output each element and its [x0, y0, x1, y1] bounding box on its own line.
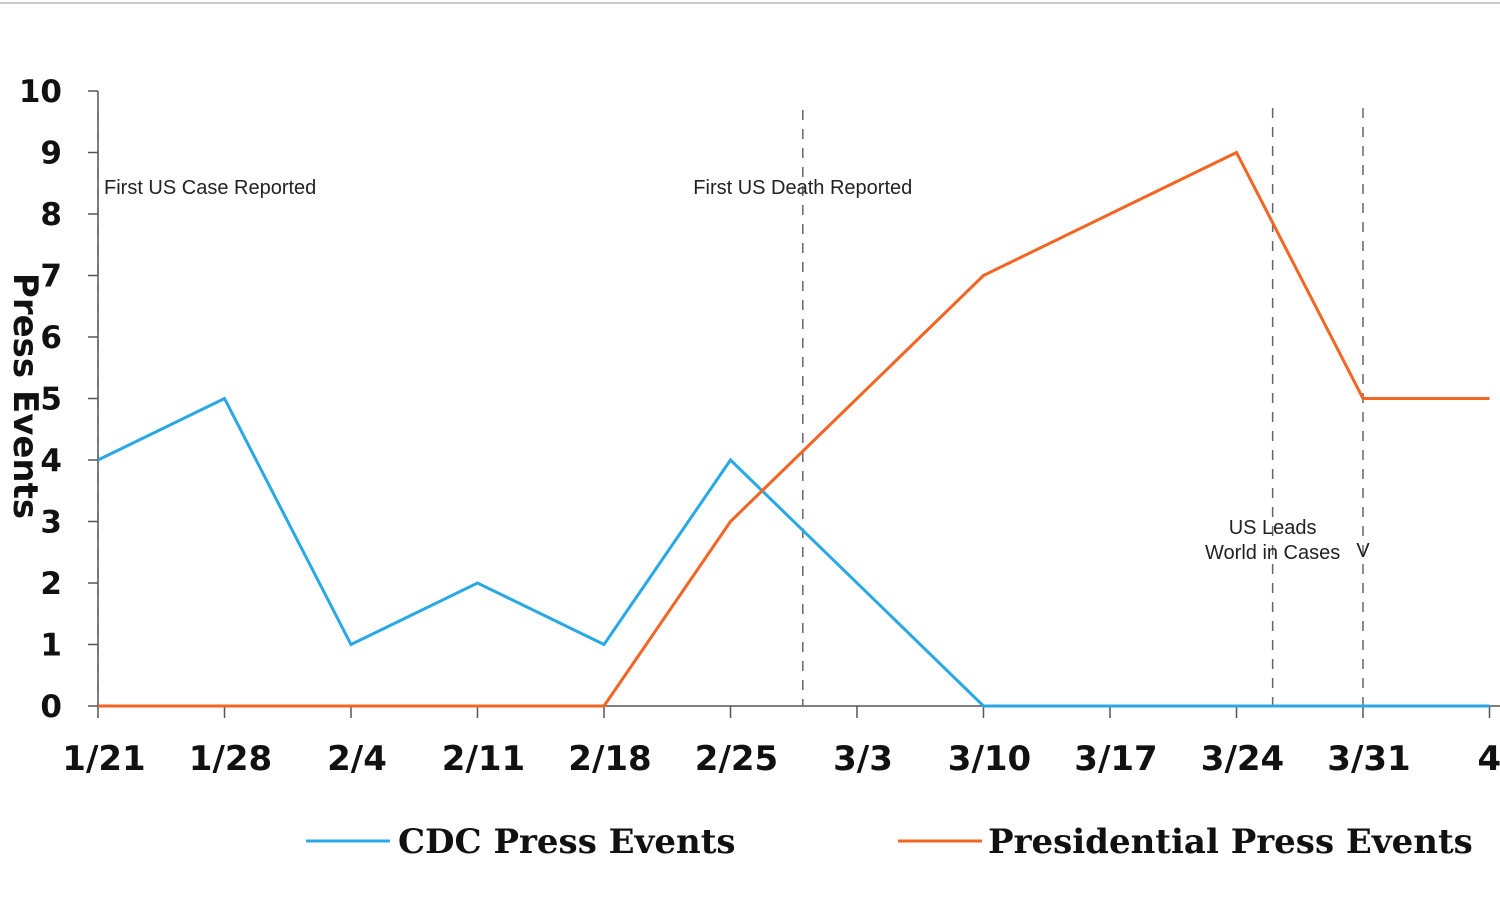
y-tick-label: 8 [40, 197, 62, 233]
annotation-label: V [1356, 540, 1370, 562]
x-tick-label: 2/11 [442, 739, 525, 779]
legend-label: Presidential Press Events [988, 822, 1473, 862]
y-tick-label: 2 [40, 566, 62, 602]
y-tick-label: 7 [40, 259, 62, 295]
y-tick-label: 5 [40, 382, 62, 418]
y-tick-label: 10 [19, 74, 62, 110]
x-tick-label: 3/31 [1327, 739, 1410, 779]
x-tick-label: 2/18 [568, 739, 651, 779]
annotation-label: US Leads [1229, 517, 1317, 539]
legend: CDC Press Events Presidential Press Event… [306, 822, 1473, 862]
series-lines [97, 150, 1490, 708]
y-tick-label: 4 [40, 443, 62, 479]
x-tick-label: 3/17 [1074, 739, 1157, 779]
top-border-rule [0, 2, 1500, 4]
presidential-press-events-line [98, 150, 1490, 708]
y-tick-label: 9 [40, 136, 62, 172]
x-tick-label: 3/3 [833, 739, 893, 779]
x-tick-label: 2/4 [327, 739, 387, 779]
x-tick-label: 3/10 [948, 739, 1031, 779]
annotation-label: World in Cases [1205, 542, 1340, 564]
annotations: First US Case Reported First US Death Rep… [97, 108, 1370, 706]
x-tick-label: 3/24 [1201, 739, 1284, 779]
y-tick-label: 0 [40, 689, 62, 725]
x-tick-label: 4/ [1477, 739, 1500, 779]
annotation-label: First US Case Reported [104, 177, 316, 199]
axes: 0 1 2 3 4 5 6 7 8 9 10 1/21 1/28 2/4 2/11 2/18 2/25 3/3 3/… [5, 74, 1500, 779]
legend-label: CDC Press Events [398, 822, 736, 862]
y-tick-label: 1 [40, 628, 62, 664]
x-tick-label: 1/21 [62, 739, 145, 779]
y-tick-label: 6 [40, 320, 62, 356]
annotation-label: First US Death Reported [693, 177, 912, 199]
x-tick-label: 1/28 [189, 739, 272, 779]
y-tick-label: 3 [40, 505, 62, 541]
y-axis-label: Press Events [5, 273, 45, 519]
x-tick-label: 2/25 [695, 739, 778, 779]
cdc-press-events-line [97, 396, 1490, 708]
